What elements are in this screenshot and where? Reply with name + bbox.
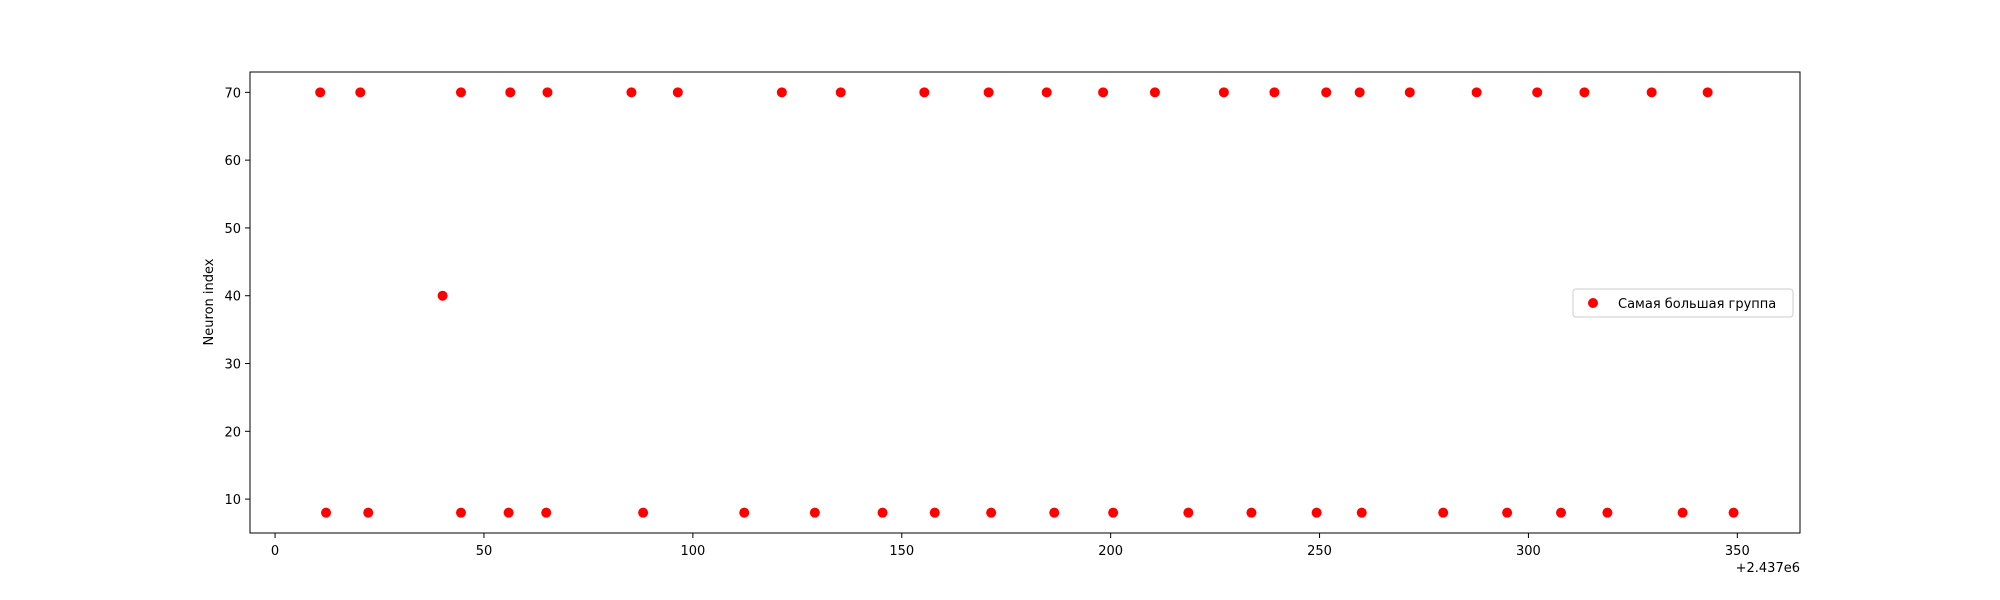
data-point (437, 290, 448, 301)
x-tick-label: 100 (680, 544, 705, 559)
data-point (1471, 87, 1482, 98)
y-axis: 10 20 30 40 50 60 70 (224, 86, 250, 508)
data-point (1728, 507, 1739, 518)
data-point (455, 87, 466, 98)
legend-frame (1572, 288, 1794, 318)
y-tick-label: 60 (224, 154, 241, 169)
data-point (1579, 87, 1590, 98)
data-point (1321, 87, 1332, 98)
data-point (1098, 87, 1109, 98)
data-point (1218, 87, 1229, 98)
data-point (541, 507, 552, 518)
data-point (505, 87, 516, 98)
y-tick-label: 20 (224, 425, 241, 440)
data-point (355, 87, 366, 98)
y-tick-label: 50 (224, 222, 241, 237)
data-point (1356, 507, 1367, 518)
data-point (1677, 507, 1688, 518)
legend-marker (1588, 298, 1598, 308)
y-tick-label: 10 (224, 493, 241, 508)
data-point (1108, 507, 1119, 518)
x-tick-label: 250 (1307, 544, 1332, 559)
data-point (1269, 87, 1280, 98)
x-tick-label: 300 (1516, 544, 1541, 559)
data-point (877, 507, 888, 518)
data-point (835, 87, 846, 98)
data-point (809, 507, 820, 518)
x-axis: 0 50 100 150 200 250 300 350 (271, 533, 1750, 559)
data-point (1702, 87, 1713, 98)
x-tick-label: 350 (1725, 544, 1750, 559)
y-axis-label: Neuron index (202, 258, 217, 345)
data-point (1404, 87, 1415, 98)
data-point (983, 87, 994, 98)
data-point (1502, 507, 1513, 518)
data-point (1646, 87, 1657, 98)
legend: Самая большая группа (1572, 288, 1794, 318)
data-point (1438, 507, 1449, 518)
data-point (315, 87, 326, 98)
plot-frame (249, 71, 1801, 534)
data-point (1246, 507, 1257, 518)
x-tick-label: 50 (476, 544, 493, 559)
data-point (1602, 507, 1613, 518)
data-point (542, 87, 553, 98)
plot-area (250, 72, 1800, 533)
data-point (739, 507, 750, 518)
data-point (1311, 507, 1322, 518)
data-point (1183, 507, 1194, 518)
x-axis-offset-label: +2.437e6 (1736, 561, 1800, 576)
x-tick-label: 200 (1098, 544, 1123, 559)
data-point (1041, 87, 1052, 98)
data-point (929, 507, 940, 518)
data-point (455, 507, 466, 518)
data-point (321, 507, 332, 518)
data-point (672, 87, 683, 98)
data-point (1354, 87, 1365, 98)
data-point (776, 87, 787, 98)
data-point (919, 87, 930, 98)
y-tick-label: 30 (224, 358, 241, 373)
data-point (626, 87, 637, 98)
y-tick-label: 40 (224, 290, 241, 305)
x-tick-label: 150 (889, 544, 914, 559)
legend-label: Самая большая группа (1618, 297, 1776, 312)
data-point (1532, 87, 1543, 98)
data-point (503, 507, 514, 518)
data-points (315, 87, 1739, 518)
data-point (1149, 87, 1160, 98)
data-point (363, 507, 374, 518)
data-point (1556, 507, 1567, 518)
data-point (986, 507, 997, 518)
data-point (638, 507, 649, 518)
data-point (1049, 507, 1060, 518)
x-tick-label: 0 (271, 544, 279, 559)
y-tick-label: 70 (224, 86, 241, 101)
